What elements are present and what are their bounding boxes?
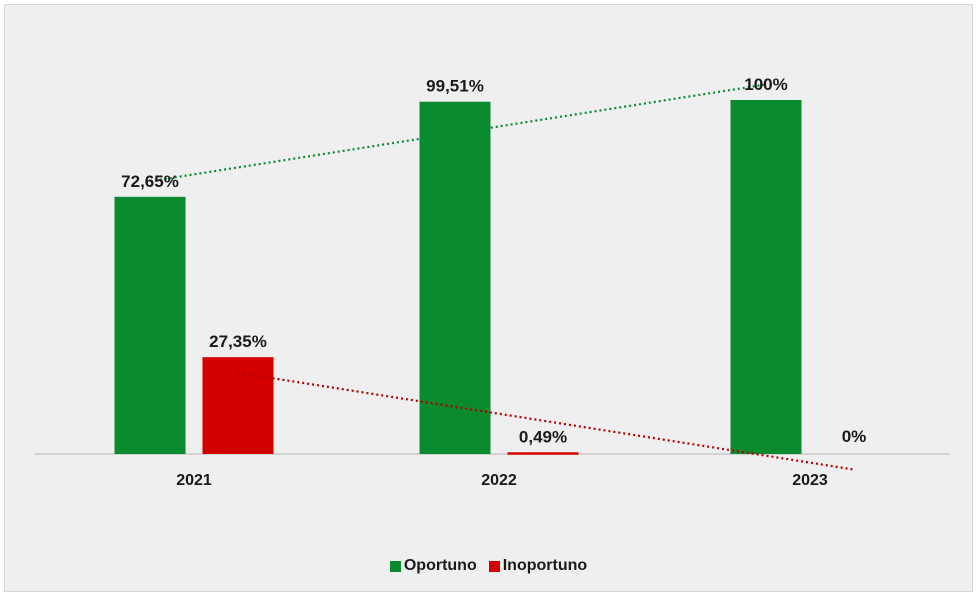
legend-label-oportuno: Oportuno (403, 557, 477, 574)
bar-inoportuno-2021 (202, 357, 274, 454)
data-label-inoportuno-2022: 0,49% (519, 427, 567, 446)
bar-oportuno-2023 (730, 100, 802, 454)
legend-swatch-oportuno (389, 560, 401, 572)
x-tick-label-2023: 2023 (792, 472, 828, 489)
legend-item-inoportuno: Inoportuno (488, 557, 588, 575)
x-tick-label-2022: 2022 (481, 472, 517, 489)
chart-area: 72,65% 99,51% 100% 27,35% 0,49% 0% 2021 2022 202… (4, 4, 973, 592)
legend-item-oportuno: Oportuno (389, 557, 477, 575)
data-label-oportuno-2022: 99,51% (426, 77, 484, 96)
data-label-inoportuno-2023: 0% (842, 427, 867, 446)
legend-label-inoportuno: Inoportuno (502, 557, 588, 574)
bar-inoportuno-2022 (507, 452, 579, 455)
data-label-oportuno-2023: 100% (744, 75, 787, 94)
bar-oportuno-2021 (114, 196, 186, 454)
bar-oportuno-2022 (419, 101, 491, 455)
legend-swatch-inoportuno (488, 560, 500, 572)
trendline-oportuno (149, 83, 767, 183)
x-tick-label-2021: 2021 (176, 472, 212, 489)
data-label-inoportuno-2021: 27,35% (209, 332, 267, 351)
trendline-inoportuno (237, 371, 855, 471)
legend: Oportuno Inoportuno (5, 557, 972, 575)
data-label-oportuno-2021: 72,65% (121, 172, 179, 191)
bar-chart: 72,65% 99,51% 100% 27,35% 0,49% 0% 2021 2022 202… (35, 75, 950, 489)
